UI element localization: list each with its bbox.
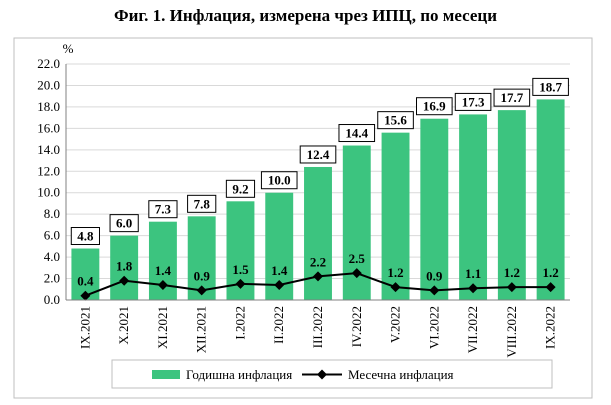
y-tick-label: 6.0 [44,228,60,243]
x-tick-label: IV.2022 [349,306,364,347]
bar-label-box [493,88,531,107]
x-tick-label: II.2022 [271,306,286,344]
line-point [351,268,362,279]
bar [110,235,139,300]
legend-swatch-marker [317,369,327,380]
line-point [390,282,401,293]
bar [381,132,410,300]
line-point-label: 0.4 [77,274,94,289]
bar-label-box [338,124,376,143]
y-axis: 0.0 2.0 4.0 6.0 8.0 10.0 12.0 14.0 16.0 18.0 20.0 2… [37,56,67,307]
bar-label-box [454,92,492,111]
x-tick-label: III.2022 [310,306,325,348]
legend-label-annual: Годишна инфлация [186,367,292,382]
x-tick-label: V.2022 [388,306,403,343]
y-tick-label: 0.0 [44,292,60,307]
x-tick-label: XI.2021 [155,306,170,349]
line-point-label: 1.8 [116,259,133,274]
line-point-label: 1.5 [232,262,249,277]
bar-label: 4.8 [77,229,94,244]
bar-label: 17.7 [500,90,523,105]
bar-label: 16.9 [423,99,446,114]
y-tick-label: 20.0 [37,77,60,92]
bar-labels: 4.8 6.0 7.3 7.8 9.2 10.0 12.4 14.4 15.6 16.9 17.3 1… [70,77,569,246]
line-point-label: 0.9 [426,268,443,283]
x-tick-label: IX.2022 [543,306,558,349]
y-tick-label: 4.0 [44,249,60,264]
bar-label: 6.0 [116,216,132,231]
bar-label-box [225,179,256,198]
bar-label-box [109,214,139,233]
bar-label-box [416,97,453,116]
bar-label: 12.4 [307,147,330,162]
bar-label-box [299,145,337,164]
line-point [313,271,323,282]
line-point-label: 2.2 [310,254,326,269]
line-point-label: 1.2 [387,265,403,280]
x-axis: IX.2021 X.2021 XI.2021 XII.2021 I.2022 II.202… [66,299,570,358]
line-point [196,285,207,296]
legend: Годишна инфлация Месечна инфлация [111,359,553,389]
line-point-label: 1.4 [155,263,172,278]
y-tick-label: 18.0 [37,99,60,114]
legend-swatch-bar [152,370,180,379]
line-point [429,285,440,296]
x-tick-label: XII.2021 [194,306,209,353]
bar-label-box [260,171,298,190]
line-point-label: 0.9 [194,268,211,283]
line-point [157,279,168,290]
bar-label-box [377,111,414,130]
bar-label-box [70,227,100,246]
y-tick-label: 22.0 [37,56,60,71]
bar-label: 15.6 [384,113,407,128]
line-point [274,279,285,290]
bar-label: 18.7 [539,79,562,94]
line-point-label: 1.2 [542,265,558,280]
bar-label: 10.0 [268,173,291,188]
x-tick-label: I.2022 [232,306,247,340]
line-point [119,275,130,286]
x-tick-label: VIII.2022 [504,306,519,358]
chart-title: Фиг. 1. Инфлация, измерена чрез ИПЦ, по … [113,6,498,25]
bar-label-box [148,200,178,219]
bar [536,99,565,301]
bar-label: 9.2 [232,181,248,196]
y-tick-label: 14.0 [37,142,60,157]
x-tick-label: IX.2021 [77,306,92,349]
line-point-label: 1.1 [465,266,481,281]
line-point-label: 2.5 [349,251,366,266]
line-point [506,282,517,293]
bar-label-box [187,194,217,213]
y-tick-label: 12.0 [37,163,60,178]
y-tick-label: 2.0 [44,271,60,286]
bar-label-box [532,77,569,96]
bar-label: 7.3 [155,202,172,217]
line-point [545,282,556,293]
x-tick-label: VI.2022 [426,306,441,349]
x-tick-label: X.2021 [116,306,131,345]
line-point-label: 1.4 [271,263,288,278]
line-point-label: 1.2 [504,265,520,280]
bars [71,99,565,301]
x-tick-label: VII.2022 [465,306,480,353]
chart-frame [13,37,593,399]
bar [497,110,526,300]
bar-label: 17.3 [462,94,485,109]
line-point [235,278,246,289]
line-point [468,283,479,294]
bar-label: 14.4 [345,126,368,141]
bar-label: 7.8 [194,196,211,211]
monthly-line: 0.4 1.8 1.4 0.9 1.5 1.4 2.2 2.5 1.2 0.9 1.1 1.2 1.2 [77,251,559,301]
y-tick-label: 10.0 [37,185,60,200]
bar [420,118,449,300]
y-tick-label: 8.0 [44,206,60,221]
bar [459,114,488,300]
line-point [80,290,91,301]
y-tick-label: 16.0 [37,120,60,135]
legend-label-monthly: Месечна инфлация [348,367,454,382]
y-axis-label: % [63,41,74,56]
